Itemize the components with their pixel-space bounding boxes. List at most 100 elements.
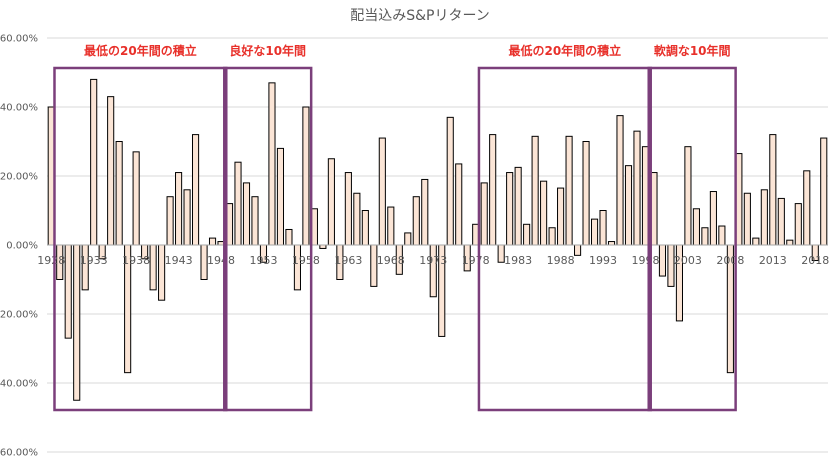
y-tick-label: 60.00%: [0, 34, 38, 45]
annotation-label: 軟調な10年間: [654, 43, 731, 58]
bar: [514, 166, 522, 246]
bar: [107, 96, 115, 246]
x-tick-label: 1983: [504, 254, 532, 267]
bar: [353, 192, 361, 246]
bar: [429, 244, 437, 298]
bar: [192, 134, 200, 246]
x-tick-label: 1948: [207, 254, 235, 267]
bar: [506, 172, 514, 246]
chart-title: 配当込みS&Pリターン: [350, 8, 490, 24]
bar: [658, 244, 667, 277]
x-tick-label: 1938: [122, 254, 150, 267]
bar: [743, 192, 751, 246]
bar: [599, 210, 607, 246]
bar: [327, 158, 335, 246]
bar: [293, 244, 301, 291]
x-tick-label: 1953: [249, 254, 277, 267]
bar: [752, 237, 760, 246]
annotation-box: [477, 66, 652, 412]
bar: [786, 239, 794, 246]
x-tick-label: 2013: [759, 254, 787, 267]
bar: [616, 115, 624, 246]
bar: [607, 241, 616, 246]
bar: [624, 165, 633, 246]
bar: [692, 208, 700, 246]
bar: [387, 206, 395, 246]
bar: [760, 189, 768, 246]
x-tick-label: 1933: [80, 254, 108, 267]
bar: [73, 244, 81, 401]
x-tick-label: 1998: [631, 254, 659, 267]
bar: [268, 82, 276, 246]
bar: [803, 170, 811, 246]
bar: [378, 137, 386, 246]
y-tick-label: 20.00%: [0, 172, 38, 183]
bar: [718, 225, 726, 246]
x-tick-label: 1968: [377, 254, 405, 267]
y-tick-label: -20.00%: [0, 310, 38, 321]
bar: [820, 137, 828, 246]
x-tick-label: 2008: [716, 254, 744, 267]
annotation-box: [647, 66, 737, 412]
bar: [557, 187, 565, 246]
x-tick-label: 1973: [419, 254, 447, 267]
bar: [523, 223, 531, 246]
y-tick-label: -40.00%: [0, 379, 38, 390]
x-tick-label: 1963: [334, 254, 362, 267]
annotation-label: 良好な10年間: [229, 43, 306, 58]
bar: [701, 227, 709, 246]
bar: [794, 203, 802, 246]
x-tick-label: 1978: [462, 254, 490, 267]
annotation-label: 最低の20年間の積立: [508, 43, 621, 58]
bar: [64, 244, 72, 339]
bar-series: [47, 78, 828, 401]
bar: [590, 218, 599, 246]
annotation-layer: 最低の20年間の積立 良好な10年間 最低の20年間の積立 軟調な10年間: [53, 43, 737, 412]
bar: [208, 237, 217, 246]
x-tick-label: 1928: [37, 254, 65, 267]
bar: [183, 189, 191, 246]
bar: [344, 172, 352, 246]
x-tick-label: 2003: [674, 254, 702, 267]
x-tick-label: 1943: [165, 254, 193, 267]
bar: [132, 151, 140, 246]
bar: [412, 196, 420, 246]
bar: [769, 134, 777, 246]
bar: [302, 106, 310, 246]
bar: [684, 146, 692, 246]
bar: [548, 227, 556, 246]
bar: [242, 182, 251, 246]
x-tick-label: 2018: [801, 254, 829, 267]
bar: [276, 147, 285, 246]
bar: [574, 244, 582, 256]
bar: [633, 130, 641, 246]
annotation-box: [53, 66, 228, 412]
bar: [175, 172, 183, 246]
x-tick-label: 1958: [292, 254, 320, 267]
x-tick-label: 1988: [547, 254, 575, 267]
bar: [285, 228, 293, 246]
bar: [234, 161, 242, 246]
bar: [149, 244, 157, 291]
bar: [582, 141, 590, 246]
y-tick-label: 0.00%: [6, 241, 38, 252]
bar: [455, 163, 463, 246]
bar: [319, 244, 327, 249]
y-tick-label: 40.00%: [0, 103, 38, 114]
bar: [166, 196, 174, 246]
bar: [446, 116, 454, 246]
bar: [531, 135, 539, 246]
x-tick-label: 1993: [589, 254, 617, 267]
bar: [251, 196, 259, 246]
bar: [777, 197, 785, 246]
annotation-box: [223, 66, 313, 412]
bar: [90, 78, 98, 246]
y-axis: 60.00% 40.00% 20.00% 0.00% -20.00% -40.00% -60…: [0, 34, 38, 459]
bar: [565, 135, 573, 246]
y-tick-label: -60.00%: [0, 448, 38, 459]
bar: [361, 210, 369, 246]
bar: [421, 178, 429, 246]
x-axis: 1928 1933 1938 1943 1948 1953 1958 1963 1968 1973…: [37, 244, 829, 267]
bar: [115, 141, 123, 246]
